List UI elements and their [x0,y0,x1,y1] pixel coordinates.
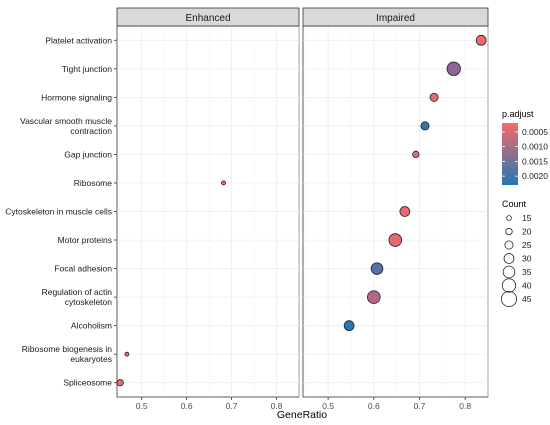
data-point [370,262,384,275]
data-point [367,290,381,304]
strip-label-enhanced: Enhanced [185,13,230,24]
data-point [343,320,355,332]
y-tick-label: Motor proteins [58,235,112,245]
y-tick-label: Focal adhesion [54,264,112,274]
y-tick-label: Platelet activation [45,35,112,45]
data-point [412,150,420,159]
color-legend-label: 0.0010 [522,142,548,152]
y-tick-label: Tight junction [62,64,113,74]
strip-impaired [302,7,489,27]
color-legend-label: 0.0020 [522,171,548,181]
x-axis-ticks: 0.5 0.6 0.7 0.8 0.5 0.6 0.7 0.8 [136,397,471,411]
size-legend-label: 25 [522,240,532,250]
y-tick-label: Regulation of actin cytoskeleton [42,287,113,307]
size-legend-circle [501,278,517,293]
data-point [116,379,124,387]
y-tick-label: Hormone signaling [41,92,112,102]
data-point [475,34,487,46]
data-point [399,206,411,217]
color-legend-bar [502,123,518,185]
color-legend-label: 0.0015 [522,156,548,166]
size-legend-label: 35 [522,267,532,277]
color-legend-ticks: 0.0005 0.0010 0.0015 0.0020 [502,127,548,181]
data-point [429,92,439,102]
data-points [116,34,487,387]
y-tick-label: Alcoholism [71,321,112,331]
size-legend-label: 45 [522,294,532,304]
x-tick-label: 0.8 [271,401,283,411]
x-tick-label: 0.7 [226,401,238,411]
size-legend-circle [506,215,512,221]
strip-label-impaired: Impaired [376,13,415,24]
size-legend-title: Count [502,199,527,209]
y-tick-label: Vascular smooth muscle contraction [20,116,112,136]
data-point [446,61,461,76]
data-point [221,180,226,186]
data-point [124,351,130,357]
size-legend-label: 15 [522,213,532,223]
y-tick-label: Cytoskeleton in muscle cells [5,207,112,217]
x-tick-label: 0.6 [368,401,380,411]
data-point [388,233,403,247]
size-legend-label: 40 [522,281,532,291]
y-tick-label: Ribosome [74,178,113,188]
x-tick-label: 0.7 [414,401,426,411]
size-legend: 15 20 25 30 35 40 45 [500,213,532,307]
grid-lines [117,26,489,397]
size-legend-circle [505,227,513,236]
size-legend-circle [500,290,517,307]
x-axis-title: GeneRatio [277,409,327,421]
y-tick-label: Spliceosome [63,378,112,388]
strip-enhanced [116,7,300,27]
data-point [420,121,430,131]
color-legend-label: 0.0005 [522,127,548,137]
size-legend-circle [504,240,514,250]
x-tick-label: 0.8 [459,401,471,411]
x-tick-label: 0.6 [181,401,193,411]
x-tick-label: 0.5 [322,401,334,411]
size-legend-label: 20 [522,227,532,237]
color-legend-title: p.adjust [502,109,534,119]
size-legend-circle [503,253,515,264]
x-tick-label: 0.5 [136,401,148,411]
size-legend-circle [502,265,516,279]
size-legend-label: 30 [522,254,532,264]
y-axis-category-labels: Platelet activation Tight junction Hormone… [5,35,117,388]
y-tick-label: Ribosome biogenesis in eukaryotes [22,344,113,364]
y-tick-label: Gap junction [64,149,112,159]
